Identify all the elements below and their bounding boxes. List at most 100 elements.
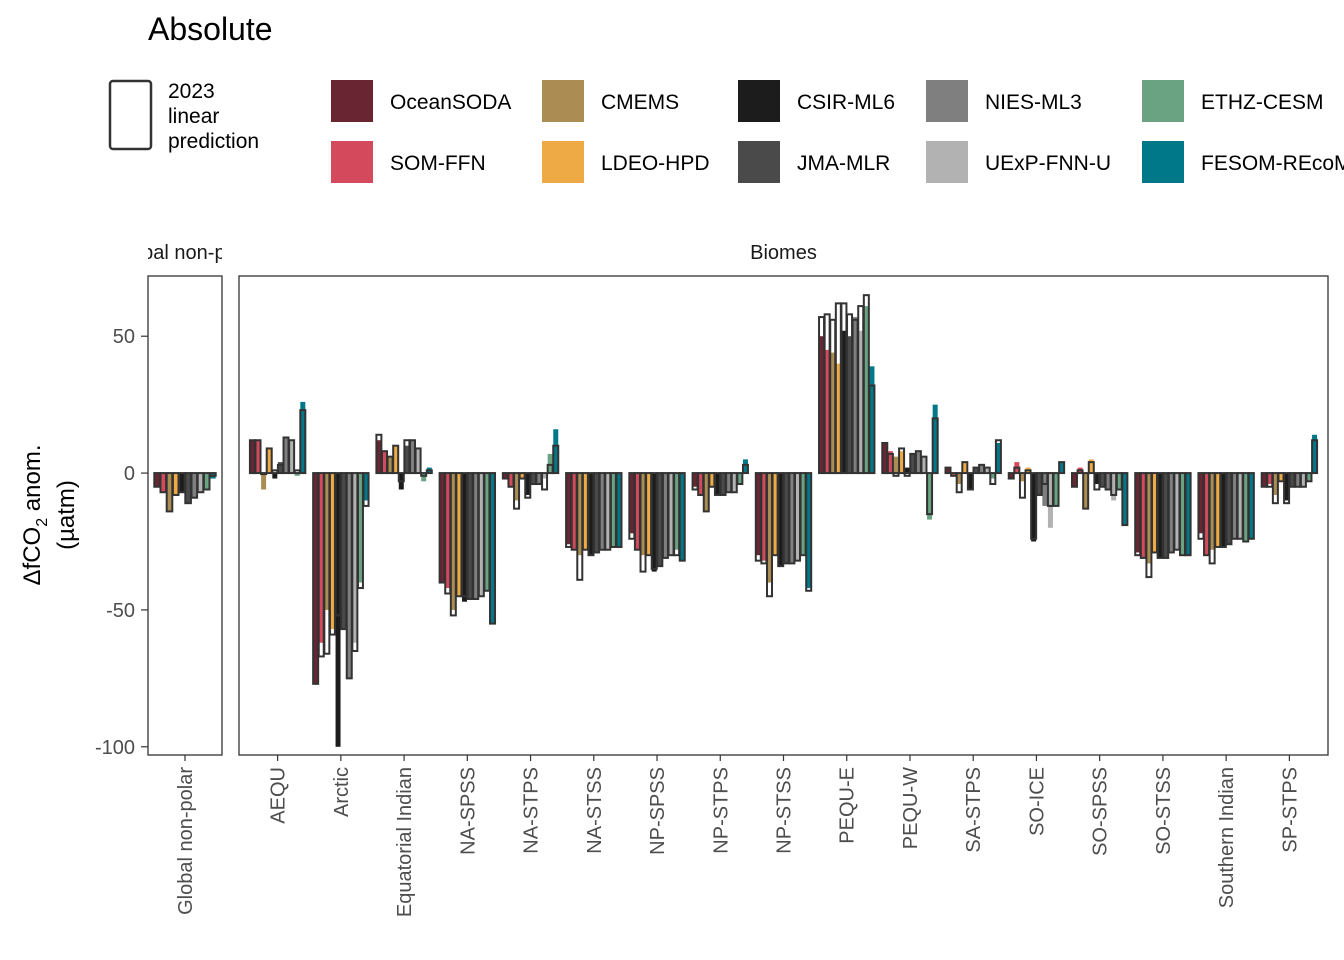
bar-som-ffn <box>508 473 514 487</box>
legend-label: FESOM-REcoM <box>1201 152 1344 175</box>
legend-label: LDEO-HPD <box>601 152 710 175</box>
region-np-stps <box>691 459 749 513</box>
legend-label: CSIR-ML6 <box>797 91 895 114</box>
legend-label: UExP-FNN-U <box>985 152 1111 175</box>
bar-cmems <box>956 473 962 485</box>
y-axis-title: ΔfCO2 anom. <box>19 445 51 586</box>
prediction-outline-fesom-recom <box>805 472 813 592</box>
bar-nies-ml3 <box>852 317 858 474</box>
bar-som-ffn <box>318 473 324 643</box>
bar-cmems <box>387 456 393 474</box>
y-tick-label: -100 <box>95 737 135 759</box>
legend-item-cmems: CMEMS <box>542 80 679 122</box>
bar-csir-ml6 <box>1094 473 1100 485</box>
y-axis-title-rest: anom. <box>19 445 46 518</box>
prediction-outline-som-ffn <box>886 452 894 475</box>
x-tick-label: SO-STSS <box>1153 767 1175 855</box>
bar-jma-mlr <box>1099 473 1105 487</box>
bar-ldeo-hpd <box>646 473 652 556</box>
bar-fesom-recom <box>300 401 306 474</box>
bar-ethz-cesm <box>547 453 553 474</box>
bar-cmems <box>703 473 709 512</box>
bar-fesom-recom <box>679 473 685 561</box>
x-tick-label: NP-STSS <box>774 767 796 854</box>
prediction-outline-csir-ml6 <box>271 469 279 475</box>
region-aequ <box>248 401 307 490</box>
bar-uexp-fnn-u <box>1111 473 1117 501</box>
prediction-outline-fesom-recom <box>741 463 749 475</box>
bar-csir-ml6 <box>335 473 341 747</box>
bar-cmems <box>577 473 583 556</box>
bar-nies-ml3 <box>409 440 415 474</box>
x-tick-label: Global non-polar <box>175 767 197 915</box>
region-np-spss <box>628 472 686 573</box>
bar-ethz-cesm <box>1180 473 1186 556</box>
chart-title: Absolute <box>148 11 273 47</box>
bar-uexp-fnn-u <box>795 473 800 561</box>
prediction-outline-csir-ml6 <box>1030 472 1038 540</box>
bar-cmems <box>640 473 646 556</box>
bar-uexp-fnn-u <box>731 473 737 493</box>
bar-uexp-fnn-u <box>289 440 295 474</box>
prediction-outline-fesom-recom <box>1184 472 1192 557</box>
bar-nies-ml3 <box>1295 473 1301 487</box>
legend-swatch <box>542 80 584 122</box>
bar-cmems <box>1019 473 1025 482</box>
region-arctic <box>312 472 370 747</box>
bar-cmems <box>324 473 330 610</box>
bar-som-ffn <box>1140 473 1146 558</box>
bar-csir-ml6 <box>904 467 910 474</box>
prediction-outline-fesom-recom <box>552 444 560 475</box>
region-pequ-e <box>818 294 876 475</box>
legend-item-csir-ml6: CSIR-ML6 <box>738 80 895 122</box>
bar-ldeo-hpd <box>456 473 462 597</box>
prediction-outline-ethz-cesm <box>420 472 428 477</box>
bar-som-ffn <box>160 473 167 493</box>
bar-ldeo-hpd <box>962 462 968 474</box>
bar-nies-ml3 <box>726 473 732 493</box>
bar-csir-ml6 <box>588 473 594 556</box>
legend-item-ethz-cesm: ETHZ-CESM <box>1142 80 1324 122</box>
region-np-stss <box>754 472 813 598</box>
bar-csir-ml6 <box>179 473 185 493</box>
prediction-outline-ldeo-hpd <box>898 447 906 475</box>
prediction-outline-fesom-recom <box>1247 472 1255 540</box>
bar-ethz-cesm <box>863 306 869 474</box>
bar-oceansoda <box>629 473 635 534</box>
legend-outline-label-line: prediction <box>168 130 259 153</box>
prediction-outline-ethz-cesm <box>356 472 364 590</box>
y-axis-unit: (µatm) <box>53 480 80 550</box>
prediction-outline-oceansoda <box>1070 472 1078 488</box>
bar-ldeo-hpd <box>1152 473 1158 553</box>
bar-jma-mlr <box>657 473 663 567</box>
bar-uexp-fnn-u <box>1047 473 1053 528</box>
bar-csir-ml6 <box>272 473 278 479</box>
bar-ldeo-hpd <box>266 448 272 474</box>
x-tick-label: Arctic <box>331 767 353 817</box>
x-tick-label: Southern Indian <box>1216 767 1238 908</box>
x-tick-label: NP-STPS <box>710 767 732 854</box>
bar-csir-ml6 <box>525 473 531 495</box>
bar-fesom-recom <box>1248 473 1254 539</box>
bar-nies-ml3 <box>915 451 921 474</box>
panels: Global non-polar Global non-polar Biomes AE… <box>147 242 1329 917</box>
prediction-outline-ethz-cesm <box>202 472 211 491</box>
bar-ldeo-hpd <box>772 473 778 556</box>
prediction-outline-ldeo-hpd <box>265 447 273 475</box>
bar-nies-ml3 <box>346 473 352 679</box>
bar-fesom-recom <box>1122 473 1128 526</box>
prediction-outline-som-ffn <box>1076 469 1084 475</box>
bar-oceansoda <box>755 473 761 556</box>
bar-nies-ml3 <box>599 473 605 550</box>
prediction-outline-fesom-recom <box>931 417 939 475</box>
bar-cmems <box>830 352 836 474</box>
prediction-outline-fesom-recom <box>209 472 217 477</box>
prediction-outline-uexp-fnn-u <box>414 447 422 475</box>
bar-uexp-fnn-u <box>197 473 204 493</box>
bar-ethz-cesm <box>927 473 933 520</box>
legend-swatch <box>1142 80 1184 122</box>
prediction-outline-fesom-recom <box>299 409 307 475</box>
bar-ethz-cesm <box>610 473 616 547</box>
bar-csir-ml6 <box>1157 473 1163 558</box>
bar-fesom-recom <box>742 459 748 474</box>
